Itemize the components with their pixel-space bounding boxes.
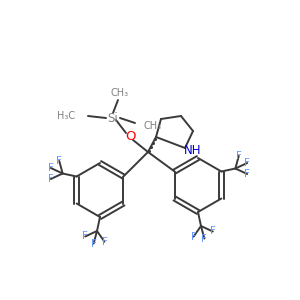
Text: F: F	[82, 232, 88, 242]
Text: F: F	[91, 238, 97, 249]
Text: NH: NH	[184, 143, 202, 157]
Text: F: F	[48, 174, 54, 184]
Text: F: F	[236, 151, 242, 161]
Text: Si: Si	[108, 112, 118, 124]
Text: F: F	[201, 234, 207, 244]
Text: F: F	[190, 232, 196, 242]
Text: F: F	[210, 226, 216, 236]
Text: O: O	[125, 130, 135, 143]
Text: CH₃: CH₃	[143, 121, 161, 131]
Text: F: F	[244, 158, 250, 168]
Text: CH₃: CH₃	[111, 88, 129, 98]
Text: F: F	[48, 163, 54, 173]
Text: F: F	[101, 237, 107, 247]
Text: F: F	[244, 169, 250, 179]
Text: H₃C: H₃C	[57, 111, 75, 121]
Text: F: F	[56, 156, 62, 166]
